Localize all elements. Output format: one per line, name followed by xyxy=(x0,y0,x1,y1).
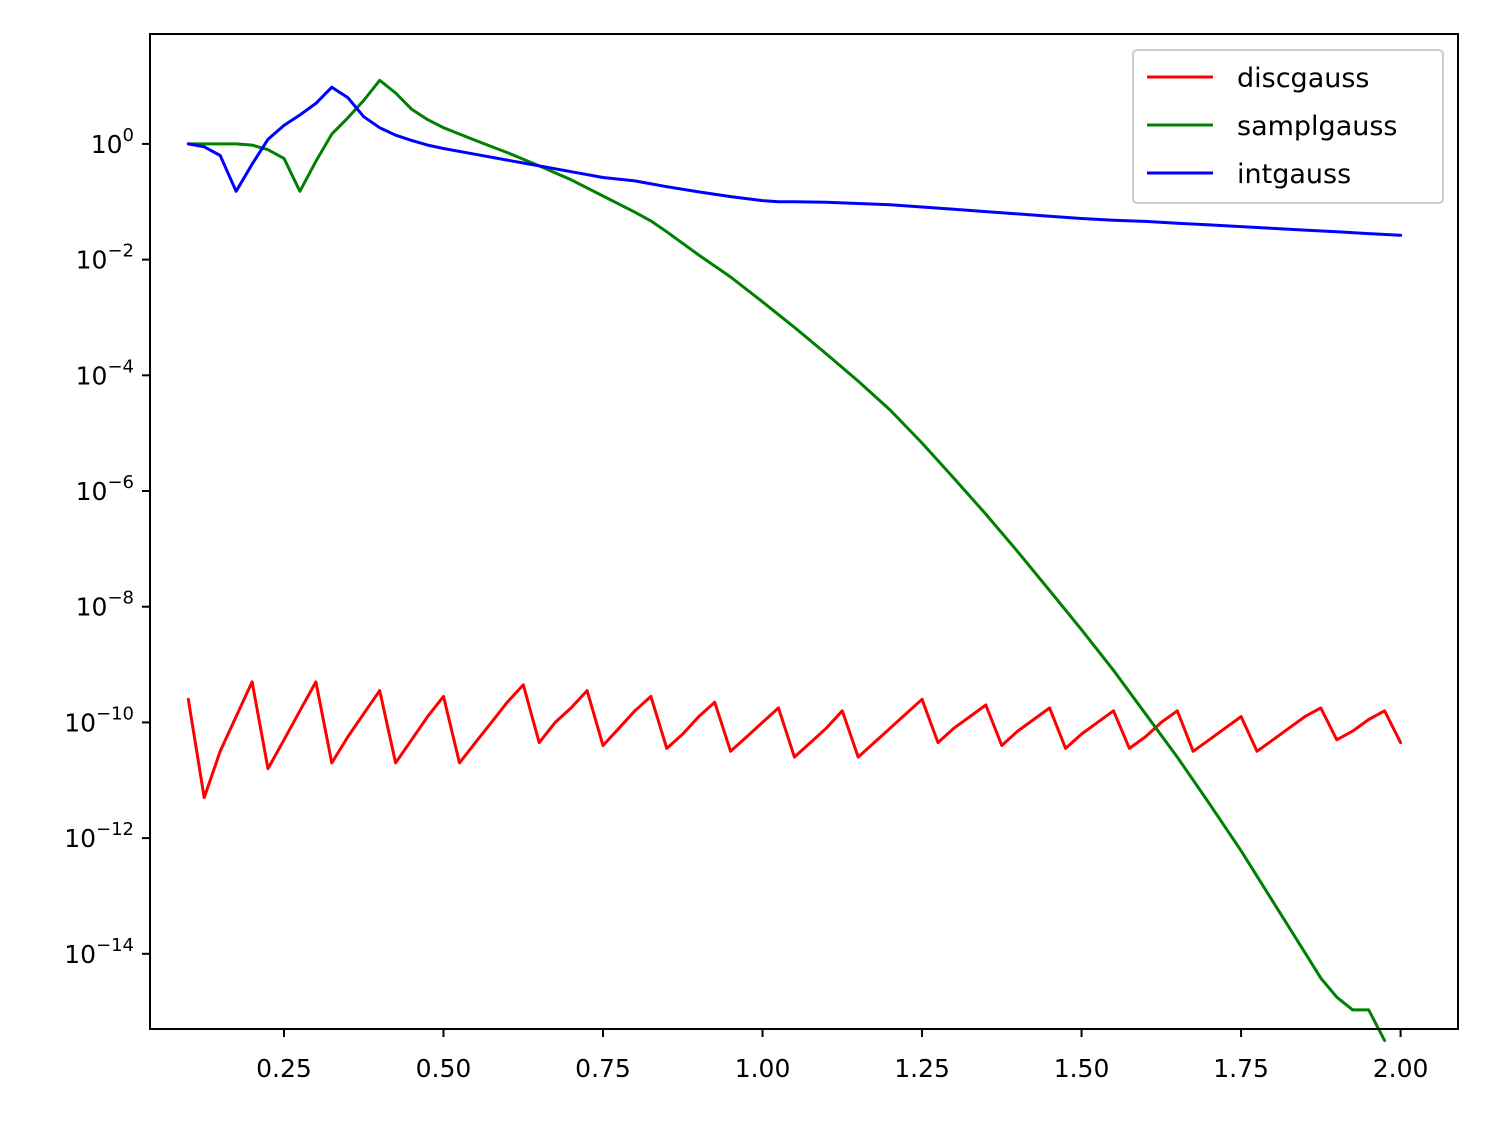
y-axis: 100 10−2 10−4 10−6 10−8 10−10 10−12 10−14 xyxy=(64,125,150,969)
y-tick-label: 10−14 xyxy=(64,935,134,969)
y-tick-label: 10−4 xyxy=(76,356,134,390)
series-line-discgauss xyxy=(186,680,1403,800)
series-line-intgauss xyxy=(186,85,1403,237)
series-layer xyxy=(186,78,1403,1043)
x-tick-label: 1.50 xyxy=(1054,1054,1110,1083)
x-tick-label: 0.50 xyxy=(416,1054,472,1083)
y-tick-label: 10−6 xyxy=(76,472,134,506)
legend-box xyxy=(1132,49,1444,204)
y-tick-label: 10−12 xyxy=(64,819,134,853)
y-tick-label: 10−8 xyxy=(76,588,134,622)
y-tick-label: 10−2 xyxy=(76,241,134,275)
x-tick-label: 2.00 xyxy=(1373,1054,1429,1083)
y-tick-label: 100 xyxy=(91,125,134,159)
x-axis: 0.25 0.50 0.75 1.00 1.25 1.50 1.75 2.00 xyxy=(256,1029,1428,1083)
legend-label-intgauss: intgauss xyxy=(1237,159,1351,190)
legend-label-discgauss: discgauss xyxy=(1237,63,1369,94)
x-tick-label: 1.25 xyxy=(894,1054,950,1083)
x-tick-label: 0.25 xyxy=(256,1054,312,1083)
series-line-samplgauss xyxy=(186,78,1387,1043)
x-tick-label: 1.75 xyxy=(1213,1054,1269,1083)
legend: discgauss samplgauss intgauss xyxy=(1132,49,1444,204)
legend-label-samplgauss: samplgauss xyxy=(1237,111,1397,142)
x-tick-label: 0.75 xyxy=(575,1054,631,1083)
plot-area-frame xyxy=(149,33,1459,1030)
y-tick-label: 10−10 xyxy=(64,703,134,737)
x-tick-label: 1.00 xyxy=(735,1054,791,1083)
